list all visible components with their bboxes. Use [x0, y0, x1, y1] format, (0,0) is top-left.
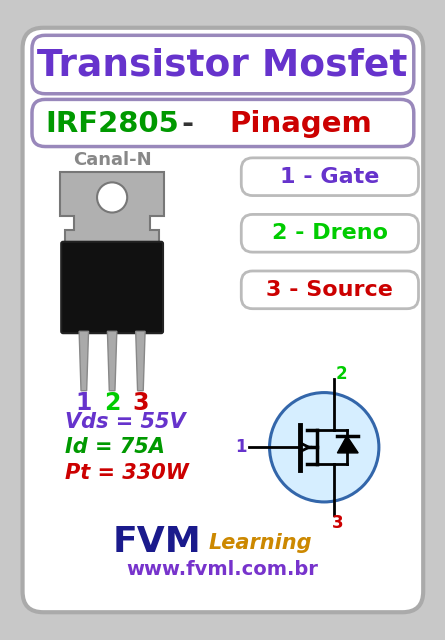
Text: 3: 3: [332, 514, 343, 532]
Text: 1: 1: [235, 438, 247, 456]
Text: 3: 3: [132, 391, 149, 415]
Text: 2: 2: [104, 391, 120, 415]
Text: 2 - Dreno: 2 - Dreno: [272, 223, 388, 243]
Polygon shape: [60, 172, 164, 244]
FancyBboxPatch shape: [32, 35, 414, 93]
Text: Vds = 55V: Vds = 55V: [65, 412, 186, 432]
Circle shape: [270, 392, 379, 502]
Text: -: -: [182, 110, 194, 138]
Text: Learning: Learning: [208, 533, 312, 554]
Polygon shape: [107, 332, 117, 390]
Text: FVM: FVM: [113, 525, 202, 559]
Polygon shape: [79, 332, 89, 390]
FancyBboxPatch shape: [241, 214, 418, 252]
Circle shape: [97, 182, 127, 212]
Text: 3 - Source: 3 - Source: [267, 280, 393, 300]
Text: IRF2805: IRF2805: [45, 110, 179, 138]
Text: Transistor Mosfet: Transistor Mosfet: [37, 47, 408, 83]
FancyBboxPatch shape: [32, 99, 414, 147]
Text: www.fvml.com.br: www.fvml.com.br: [126, 560, 318, 579]
Text: 2: 2: [336, 365, 347, 383]
FancyBboxPatch shape: [61, 242, 163, 333]
FancyBboxPatch shape: [241, 158, 418, 196]
FancyBboxPatch shape: [23, 28, 423, 612]
Text: 1: 1: [76, 391, 92, 415]
Polygon shape: [337, 436, 358, 453]
Text: 1 - Gate: 1 - Gate: [280, 166, 380, 187]
Text: Pt = 330W: Pt = 330W: [65, 463, 189, 483]
Text: Canal-N: Canal-N: [73, 151, 151, 169]
Polygon shape: [136, 332, 145, 390]
Text: Id = 75A: Id = 75A: [65, 437, 165, 457]
Text: Pinagem: Pinagem: [229, 110, 372, 138]
FancyBboxPatch shape: [241, 271, 418, 308]
